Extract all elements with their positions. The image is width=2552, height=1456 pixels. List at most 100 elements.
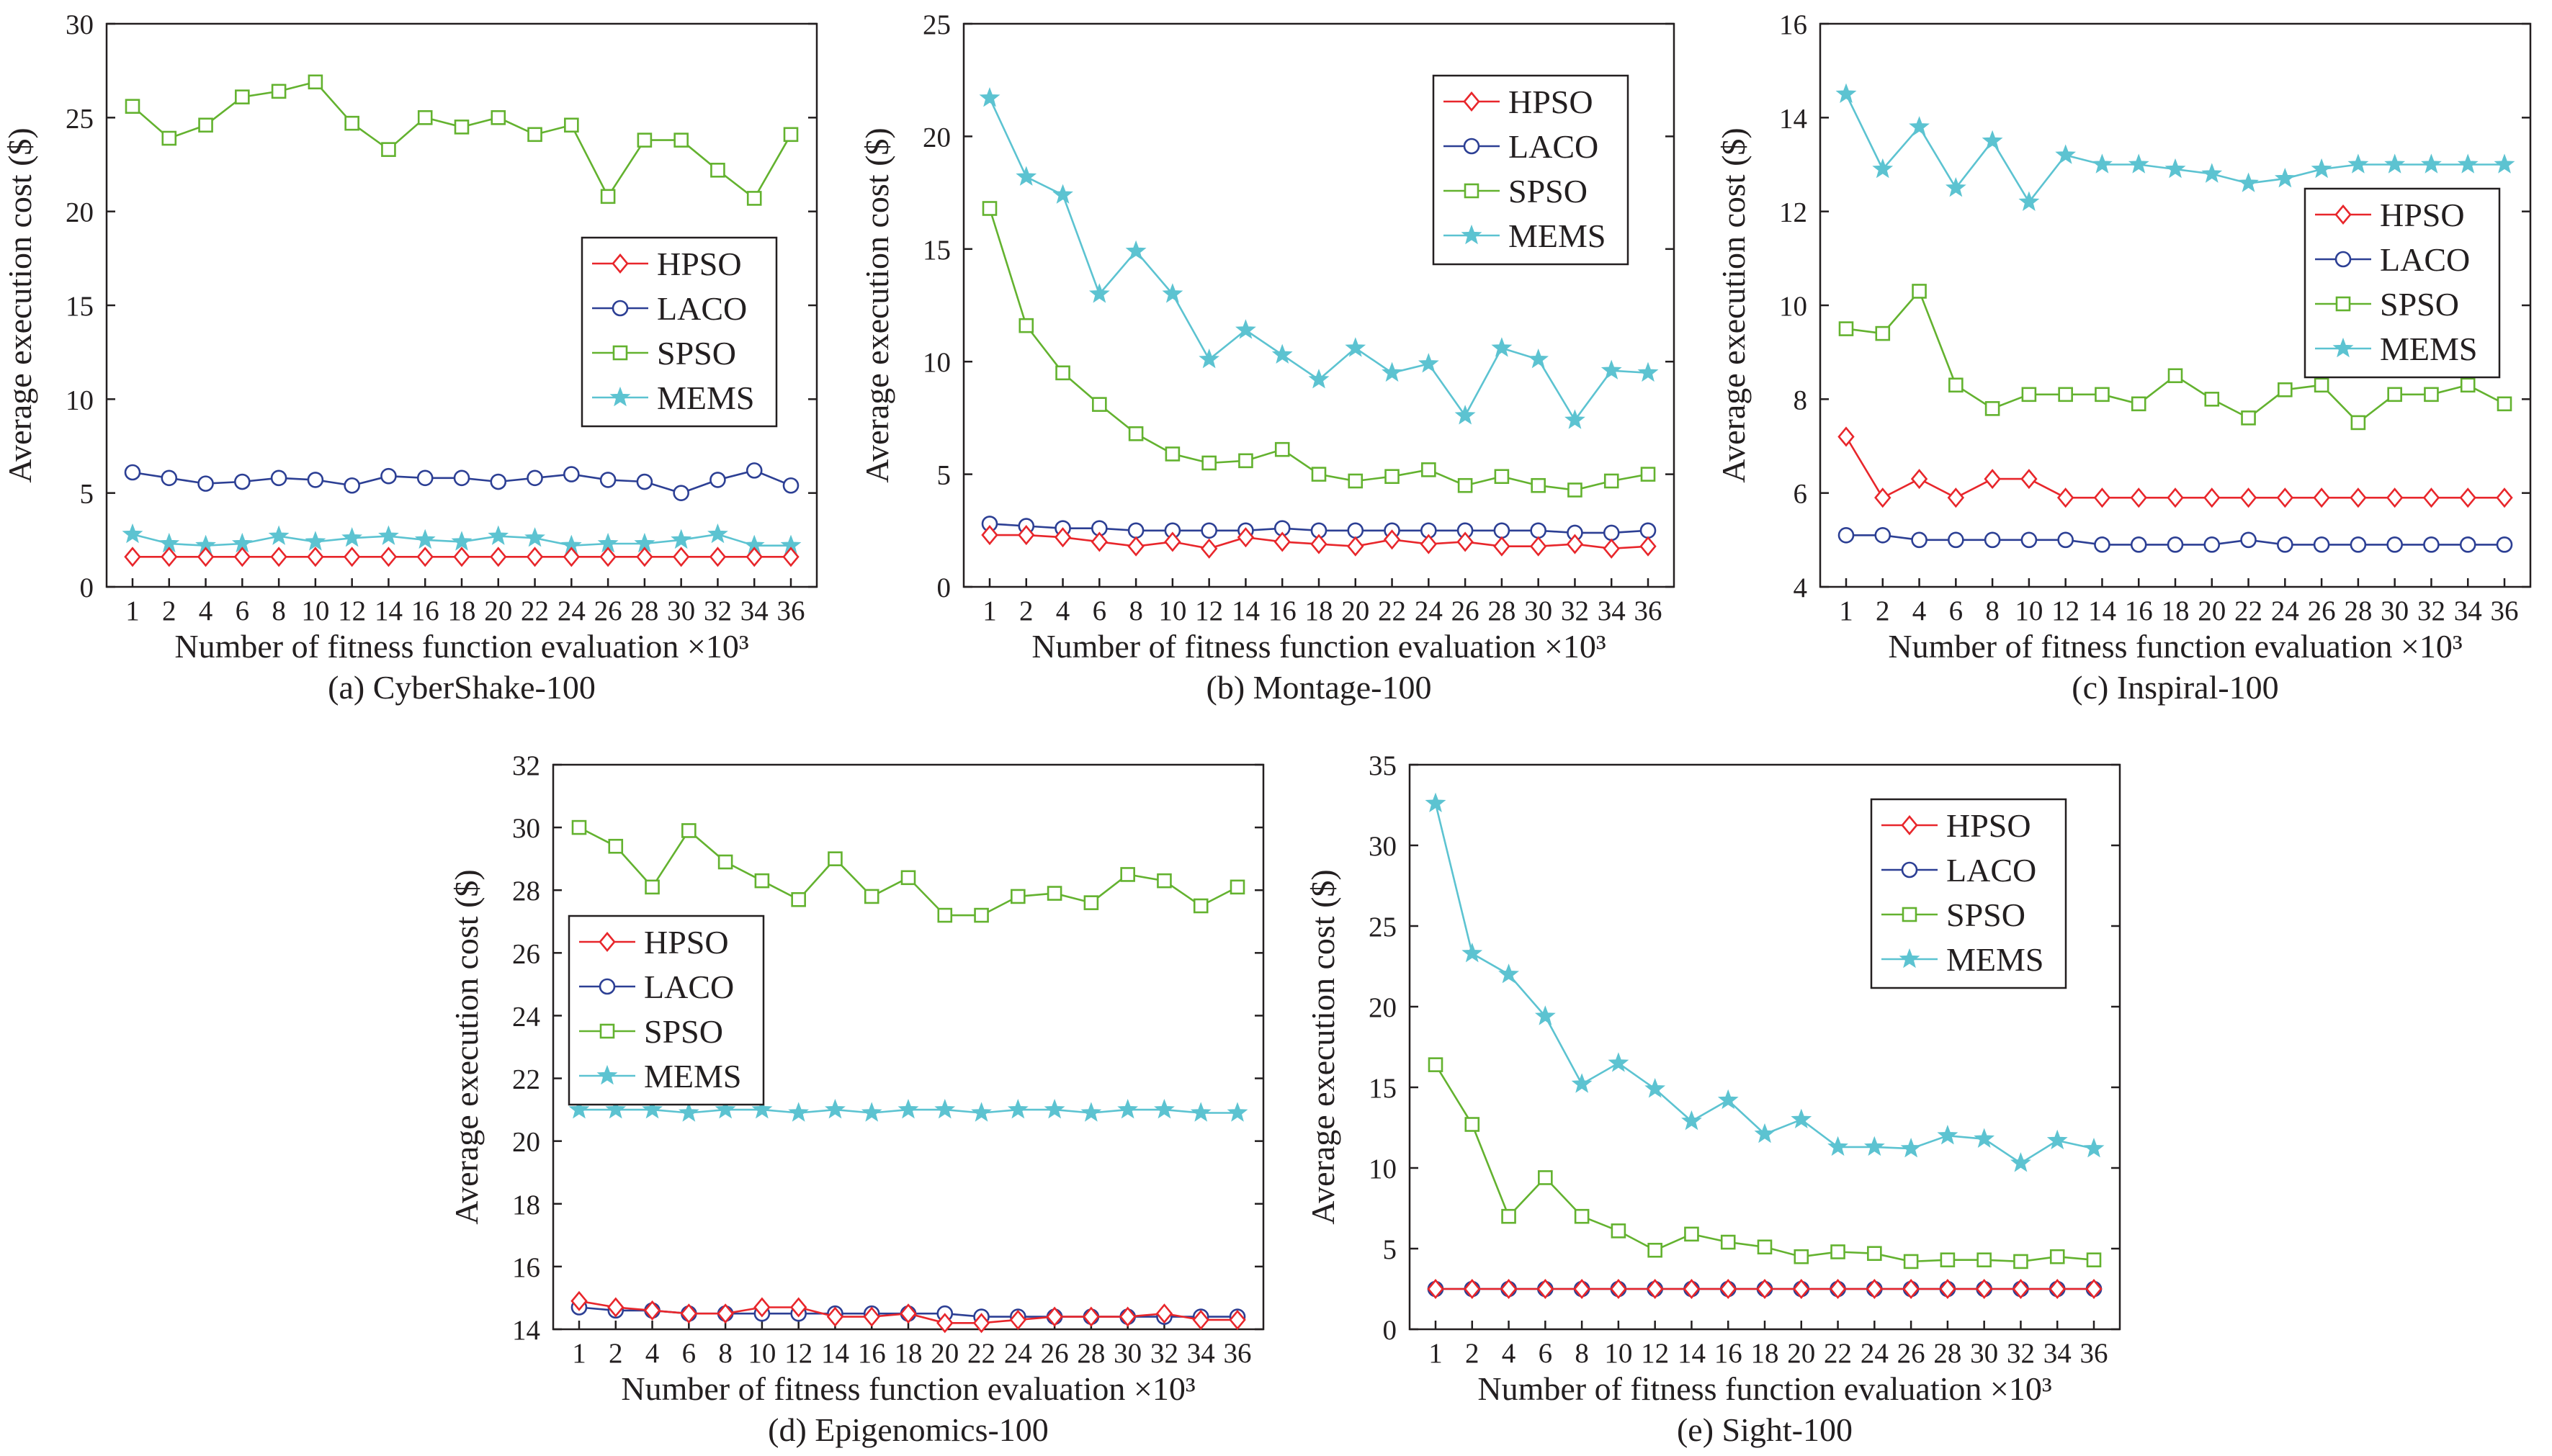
data-point-laco <box>234 473 251 490</box>
legend-marker-spso <box>612 345 628 361</box>
data-point-hpso <box>863 1306 880 1327</box>
x-tick-label: 8 <box>1985 596 2000 626</box>
data-point-spso <box>1684 1226 1699 1242</box>
data-point-mems <box>1835 83 1857 104</box>
data-point-mems <box>1308 369 1330 389</box>
y-axis-label: Average execution cost ($) <box>1715 127 1752 482</box>
x-tick-label: 32 <box>1150 1338 1178 1369</box>
data-point-spso <box>2387 387 2402 403</box>
data-point-spso <box>600 189 616 205</box>
data-point-spso <box>1830 1244 1845 1259</box>
data-point-mems <box>1600 359 1622 379</box>
y-tick-label: 5 <box>80 479 94 510</box>
chart-caption: (e) Sight-100 <box>1677 1411 1853 1448</box>
data-point-spso <box>2350 415 2366 431</box>
y-tick-label: 20 <box>1369 992 1397 1023</box>
data-point-spso <box>1011 889 1026 904</box>
data-point-spso <box>271 84 287 99</box>
data-point-mems <box>1154 1098 1175 1119</box>
data-point-mems <box>451 531 473 551</box>
data-point-laco <box>709 472 726 488</box>
data-point-spso <box>1193 898 1209 914</box>
legend-label: HPSO <box>1508 84 1593 120</box>
data-point-hpso <box>1155 1303 1173 1324</box>
data-point-spso <box>681 823 697 838</box>
x-tick-label: 8 <box>272 596 286 626</box>
data-point-hpso <box>1603 538 1620 559</box>
x-tick-label: 6 <box>1949 596 1964 626</box>
x-axis-label: Number of fitness function evaluation ×1… <box>621 1370 1195 1407</box>
data-point-hpso <box>2056 487 2074 508</box>
data-point-laco <box>2459 536 2476 553</box>
data-point-spso <box>974 907 989 923</box>
data-point-mems <box>1125 240 1147 261</box>
x-tick-label: 4 <box>1912 596 1927 626</box>
y-tick-label: 10 <box>923 347 951 378</box>
data-point-spso <box>1083 895 1099 910</box>
x-tick-label: 2 <box>1876 596 1890 626</box>
legend-marker-mems <box>2332 337 2354 358</box>
x-tick-label: 34 <box>2454 596 2482 626</box>
x-tick-label: 18 <box>895 1338 923 1369</box>
data-point-hpso <box>1009 1309 1027 1330</box>
data-point-hpso <box>2459 487 2476 508</box>
x-tick-label: 6 <box>1093 596 1107 626</box>
x-tick-label: 26 <box>2308 596 2336 626</box>
data-point-hpso <box>2093 487 2111 508</box>
data-point-spso <box>1165 446 1181 462</box>
data-point-mems <box>2164 158 2186 179</box>
legend-label: SPSO <box>644 1013 723 1050</box>
y-tick-label: 15 <box>1369 1073 1397 1104</box>
data-point-mems <box>861 1102 882 1122</box>
legend-label: HPSO <box>1946 807 2031 844</box>
x-tick-label: 4 <box>199 596 213 626</box>
data-point-hpso <box>1493 536 1510 557</box>
data-point-laco <box>307 472 324 488</box>
data-point-laco <box>1493 522 1510 539</box>
series-hpso <box>1837 426 2513 508</box>
data-point-mems <box>1644 1078 1666 1098</box>
x-axis-label: Number of fitness function evaluation ×1… <box>1477 1370 2051 1407</box>
data-point-laco <box>2277 536 2293 553</box>
data-point-mems <box>1872 158 1894 179</box>
data-point-hpso <box>746 547 763 567</box>
data-point-spso <box>235 89 250 104</box>
legend-marker-hpso <box>1901 814 1918 836</box>
legend-marker-spso <box>599 1023 615 1039</box>
legend-marker-spso <box>1902 907 1917 922</box>
y-tick-label: 0 <box>80 572 94 603</box>
x-tick-label: 24 <box>1861 1338 1889 1369</box>
data-point-hpso <box>1874 487 1891 508</box>
x-tick-label: 4 <box>645 1338 660 1369</box>
y-tick-label: 0 <box>937 572 952 603</box>
y-tick-label: 16 <box>1779 9 1807 40</box>
data-point-laco <box>563 466 580 482</box>
data-point-hpso <box>1566 534 1584 554</box>
data-point-mems <box>2274 167 2296 188</box>
legend: HPSO LACO SPSO MEMS <box>2303 187 2501 379</box>
data-point-hpso <box>2386 487 2404 508</box>
data-point-laco <box>416 469 434 487</box>
y-tick-label: 8 <box>1794 385 1808 415</box>
data-point-hpso <box>1127 536 1145 557</box>
data-point-hpso <box>1939 1278 1956 1300</box>
x-tick-label: 12 <box>338 596 366 626</box>
data-point-mems <box>788 1102 809 1122</box>
data-point-hpso <box>599 547 617 567</box>
data-point-spso <box>1501 1208 1516 1224</box>
data-point-spso <box>1421 462 1436 477</box>
data-point-mems <box>971 1102 992 1122</box>
data-point-spso <box>1384 469 1400 485</box>
legend-label: LACO <box>1946 852 2036 889</box>
data-point-mems <box>2083 1137 2105 1158</box>
x-tick-label: 24 <box>2271 596 2299 626</box>
data-point-laco <box>2203 536 2221 553</box>
data-point-spso <box>1428 1057 1443 1072</box>
data-point-laco <box>2496 536 2513 553</box>
legend-marker-laco <box>1463 138 1480 155</box>
y-axis-label: Average execution cost ($) <box>859 127 895 482</box>
x-tick-label: 1 <box>125 596 140 626</box>
data-point-laco <box>1639 522 1657 539</box>
data-point-mems <box>2347 153 2369 174</box>
data-point-laco <box>1603 524 1620 541</box>
